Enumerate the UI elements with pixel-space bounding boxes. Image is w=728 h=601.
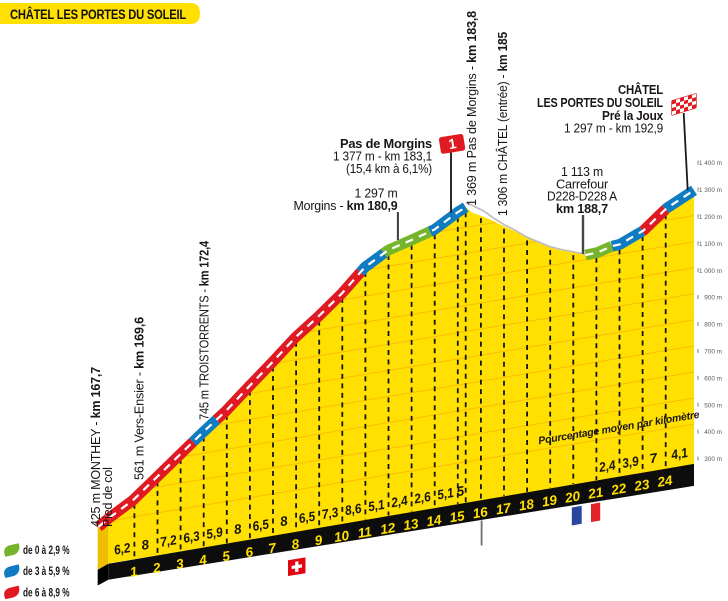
svg-text:D228-D228 A: D228-D228 A bbox=[547, 189, 618, 204]
svg-text:1: 1 bbox=[447, 135, 457, 152]
svg-text:6,5: 6,5 bbox=[298, 509, 317, 527]
svg-text:1 200 m: 1 200 m bbox=[699, 214, 722, 221]
svg-text:1: 1 bbox=[129, 564, 139, 580]
svg-text:1 297 m: 1 297 m bbox=[355, 187, 398, 201]
svg-text:21: 21 bbox=[586, 484, 604, 501]
svg-text:7,3: 7,3 bbox=[321, 505, 340, 523]
svg-text:3,9: 3,9 bbox=[621, 453, 640, 471]
svg-text:CHÂTEL LES PORTES DU SOLEIL: CHÂTEL LES PORTES DU SOLEIL bbox=[10, 7, 186, 22]
svg-text:2,6: 2,6 bbox=[412, 489, 432, 507]
svg-text:Morgins - km 180,9: Morgins - km 180,9 bbox=[294, 199, 398, 213]
svg-text:700 m: 700 m bbox=[704, 349, 722, 356]
svg-text:745 m TROISTORRENTS - km 172,4: 745 m TROISTORRENTS - km 172,4 bbox=[198, 241, 212, 420]
svg-text:Pas de Morgins: Pas de Morgins bbox=[340, 136, 432, 151]
svg-text:4,1: 4,1 bbox=[669, 445, 689, 463]
svg-text:5: 5 bbox=[221, 548, 231, 564]
svg-text:CHÂTEL: CHÂTEL bbox=[618, 82, 663, 97]
svg-text:3: 3 bbox=[175, 556, 185, 572]
svg-text:13: 13 bbox=[402, 516, 420, 533]
svg-text:900 m: 900 m bbox=[704, 295, 722, 302]
svg-text:8: 8 bbox=[279, 513, 289, 529]
svg-text:300 m: 300 m bbox=[704, 456, 722, 463]
svg-text:10: 10 bbox=[333, 528, 351, 545]
svg-text:23: 23 bbox=[632, 477, 651, 494]
svg-text:7: 7 bbox=[267, 540, 278, 556]
svg-text:1 100 m: 1 100 m bbox=[699, 241, 722, 248]
svg-text:600 m: 600 m bbox=[704, 375, 722, 382]
svg-text:1 369 m Pas de Morgins - km 18: 1 369 m Pas de Morgins - km 183,8 bbox=[465, 11, 479, 206]
svg-text:6: 6 bbox=[244, 544, 254, 560]
svg-text:17: 17 bbox=[495, 500, 514, 517]
svg-text:2,4: 2,4 bbox=[597, 457, 617, 475]
svg-text:500 m: 500 m bbox=[704, 402, 722, 409]
svg-text:5,1: 5,1 bbox=[367, 497, 386, 514]
svg-text:2: 2 bbox=[151, 560, 162, 576]
svg-text:19: 19 bbox=[541, 492, 559, 509]
svg-text:8: 8 bbox=[233, 521, 243, 537]
svg-text:16: 16 bbox=[472, 504, 490, 521]
svg-text:1 400 m: 1 400 m bbox=[699, 160, 722, 167]
svg-text:24: 24 bbox=[655, 473, 674, 490]
svg-text:8,6: 8,6 bbox=[344, 501, 363, 519]
svg-text:4: 4 bbox=[197, 552, 208, 568]
svg-text:(15,4 km à 6,1%): (15,4 km à 6,1%) bbox=[346, 161, 432, 176]
svg-text:1 377 m - km 183,1: 1 377 m - km 183,1 bbox=[333, 148, 432, 163]
svg-text:LES PORTES DU SOLEIL: LES PORTES DU SOLEIL bbox=[537, 95, 663, 110]
svg-text:7: 7 bbox=[649, 450, 659, 466]
svg-text:12: 12 bbox=[379, 520, 397, 537]
svg-text:Carrefour: Carrefour bbox=[556, 176, 609, 191]
svg-text:11: 11 bbox=[357, 524, 373, 541]
svg-text:1 306 m CHÂTEL (entrée) - km 1: 1 306 m CHÂTEL (entrée) - km 185 bbox=[495, 32, 510, 216]
svg-text:8: 8 bbox=[290, 536, 300, 552]
svg-text:14: 14 bbox=[425, 512, 443, 529]
svg-text:7,2: 7,2 bbox=[159, 532, 178, 550]
svg-text:9: 9 bbox=[314, 532, 324, 548]
svg-text:de 0 à 2,9 %: de 0 à 2,9 % bbox=[23, 543, 70, 557]
svg-text:5: 5 bbox=[455, 483, 465, 499]
svg-text:8: 8 bbox=[140, 537, 150, 553]
svg-text:1 300 m: 1 300 m bbox=[699, 187, 722, 194]
svg-text:de 3 à 5,9 %: de 3 à 5,9 % bbox=[23, 564, 70, 578]
svg-text:6,5: 6,5 bbox=[251, 516, 270, 534]
svg-text:5,9: 5,9 bbox=[205, 524, 224, 542]
svg-text:20: 20 bbox=[563, 488, 582, 505]
svg-text:1 000 m: 1 000 m bbox=[699, 268, 722, 275]
svg-text:Pied de col: Pied de col bbox=[101, 467, 115, 527]
svg-text:1 297 m - km 192,9: 1 297 m - km 192,9 bbox=[564, 121, 663, 136]
svg-text:561 m Vers-Ensier - km 169,6: 561 m Vers-Ensier - km 169,6 bbox=[133, 317, 147, 480]
svg-text:1 113 m: 1 113 m bbox=[561, 164, 603, 179]
svg-text:de 6 à 8,9 %: de 6 à 8,9 % bbox=[23, 585, 70, 599]
svg-text:Pré la Joux: Pré la Joux bbox=[602, 108, 664, 123]
svg-text:6,3: 6,3 bbox=[182, 528, 201, 546]
svg-text:22: 22 bbox=[609, 480, 628, 497]
svg-text:5,1: 5,1 bbox=[436, 485, 455, 502]
svg-text:800 m: 800 m bbox=[704, 322, 722, 329]
svg-text:400 m: 400 m bbox=[704, 429, 722, 436]
svg-text:2,4: 2,4 bbox=[389, 493, 409, 511]
svg-text:425 m MONTHEY - km 167,7: 425 m MONTHEY - km 167,7 bbox=[89, 367, 103, 527]
svg-text:6,2: 6,2 bbox=[113, 540, 132, 558]
svg-text:km 188,7: km 188,7 bbox=[556, 201, 608, 216]
svg-text:15: 15 bbox=[448, 508, 466, 525]
svg-text:18: 18 bbox=[518, 496, 536, 513]
